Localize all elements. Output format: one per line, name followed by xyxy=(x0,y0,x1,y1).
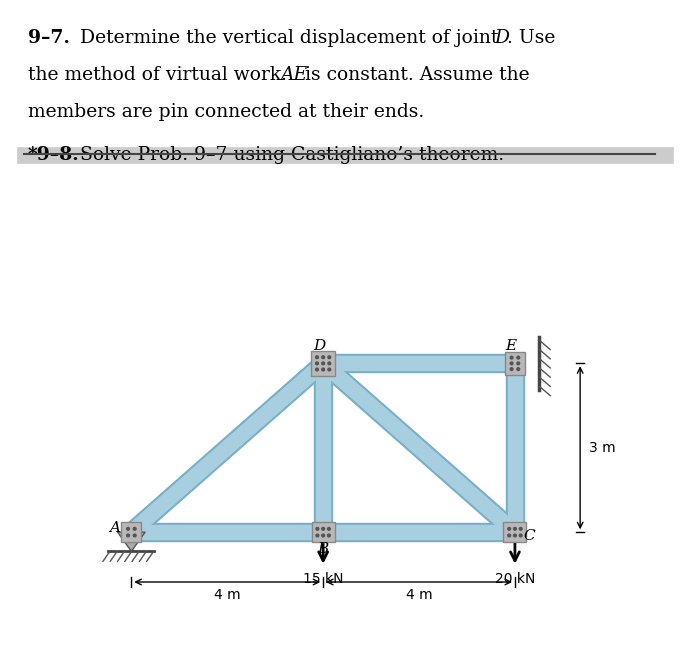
Circle shape xyxy=(127,534,130,537)
Circle shape xyxy=(328,356,330,359)
Circle shape xyxy=(133,534,136,537)
Circle shape xyxy=(517,356,519,359)
Polygon shape xyxy=(118,532,145,551)
Circle shape xyxy=(508,534,510,537)
Text: Solve Prob. 9–7 using Castigliano’s theorem.: Solve Prob. 9–7 using Castigliano’s theo… xyxy=(80,146,504,164)
Text: members are pin connected at their ends.: members are pin connected at their ends. xyxy=(28,103,424,121)
Bar xyxy=(311,351,335,376)
Bar xyxy=(505,352,525,375)
Text: C: C xyxy=(523,529,535,543)
Circle shape xyxy=(316,534,318,537)
Text: Determine the vertical displacement of joint: Determine the vertical displacement of j… xyxy=(80,29,498,47)
Text: . Use: . Use xyxy=(507,29,555,47)
Circle shape xyxy=(514,527,517,530)
Circle shape xyxy=(508,527,510,530)
Text: B: B xyxy=(318,542,329,556)
Text: D: D xyxy=(313,340,326,353)
Circle shape xyxy=(519,534,522,537)
Circle shape xyxy=(328,362,330,365)
Bar xyxy=(121,522,141,542)
Circle shape xyxy=(514,534,517,537)
Text: 15 kN: 15 kN xyxy=(303,572,344,586)
Text: 4 m: 4 m xyxy=(214,588,241,602)
Circle shape xyxy=(322,527,325,530)
Circle shape xyxy=(316,368,318,371)
Circle shape xyxy=(316,356,318,359)
Text: the method of virtual work.: the method of virtual work. xyxy=(28,66,287,84)
Circle shape xyxy=(322,534,325,537)
Text: D: D xyxy=(494,29,509,47)
Bar xyxy=(503,522,526,542)
Circle shape xyxy=(322,356,325,359)
Circle shape xyxy=(127,527,130,530)
Circle shape xyxy=(328,368,330,371)
Circle shape xyxy=(328,534,330,537)
Circle shape xyxy=(316,362,318,365)
Circle shape xyxy=(510,356,513,359)
Text: 20 kN: 20 kN xyxy=(495,572,535,586)
Circle shape xyxy=(517,362,519,365)
Circle shape xyxy=(510,368,513,371)
Text: *9–8.: *9–8. xyxy=(28,146,80,164)
Circle shape xyxy=(322,368,325,371)
Circle shape xyxy=(328,527,330,530)
Circle shape xyxy=(316,527,318,530)
Text: 4 m: 4 m xyxy=(406,588,433,602)
Text: A: A xyxy=(109,521,120,534)
Circle shape xyxy=(517,368,519,371)
Circle shape xyxy=(133,527,136,530)
Text: is constant. Assume the: is constant. Assume the xyxy=(305,66,530,84)
Circle shape xyxy=(322,362,325,365)
Text: 9–7.: 9–7. xyxy=(28,29,70,47)
Circle shape xyxy=(510,362,513,365)
Text: 3 m: 3 m xyxy=(589,441,616,455)
Circle shape xyxy=(519,527,522,530)
Bar xyxy=(312,522,335,542)
Text: AE: AE xyxy=(280,66,307,84)
Text: E: E xyxy=(505,340,517,353)
